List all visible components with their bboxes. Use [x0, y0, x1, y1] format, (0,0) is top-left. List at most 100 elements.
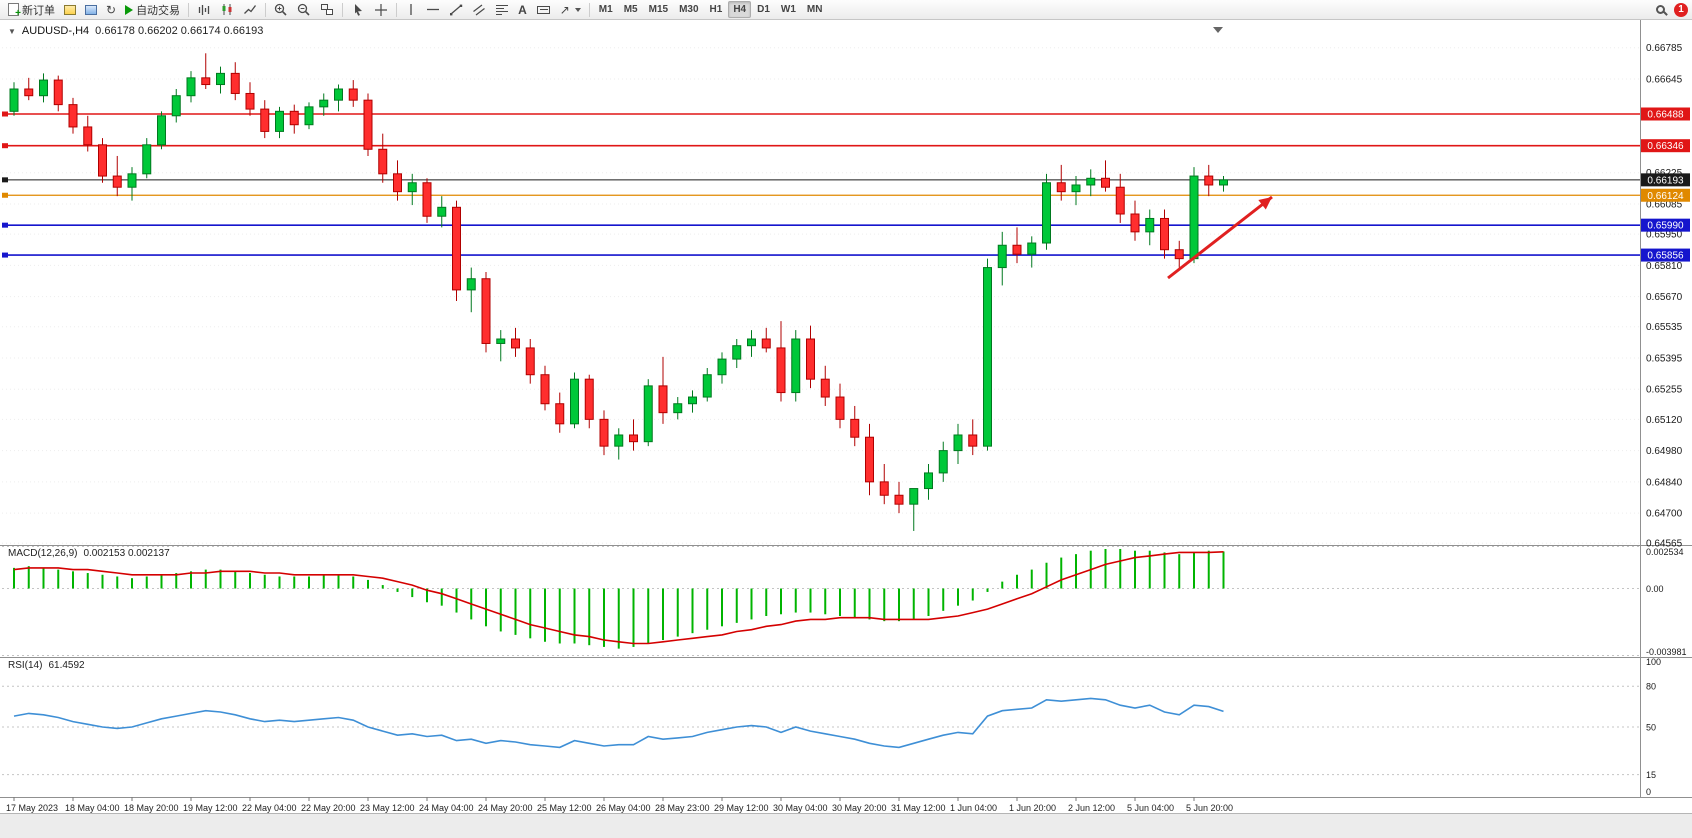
zoom-in-button[interactable]: [270, 1, 292, 18]
notification-badge[interactable]: 1: [1674, 2, 1688, 17]
svg-text:80: 80: [1646, 682, 1656, 692]
timeframe-h1-button[interactable]: H1: [705, 1, 728, 18]
vertical-line-tool-button[interactable]: [401, 1, 421, 18]
macd-header: MACD(12,26,9) 0.002153 0.002137: [8, 548, 170, 559]
timeframe-mn-button[interactable]: MN: [802, 1, 828, 18]
text-tool-button[interactable]: A: [514, 1, 531, 18]
tile-windows-button[interactable]: [316, 1, 338, 18]
symbol-expand-icon[interactable]: ▼: [8, 26, 16, 36]
new-order-button[interactable]: 新订单: [4, 1, 59, 19]
new-chart-button[interactable]: [60, 1, 80, 18]
trendline-tool-button[interactable]: [445, 1, 467, 18]
timeframe-d1-button[interactable]: D1: [752, 1, 775, 18]
arrows-tool-button[interactable]: ↗: [556, 1, 585, 18]
svg-text:24 May 20:00: 24 May 20:00: [478, 803, 533, 813]
text-label-icon: [536, 6, 550, 14]
svg-text:100: 100: [1646, 657, 1661, 667]
timeframe-h4-button[interactable]: H4: [728, 1, 752, 18]
svg-text:0.002534: 0.002534: [1646, 547, 1684, 557]
market-watch-icon: [85, 4, 97, 15]
bar-chart-icon: [198, 5, 210, 15]
text-tool-icon: A: [518, 2, 527, 17]
fibonacci-icon: [496, 4, 509, 16]
svg-text:0.66193: 0.66193: [1647, 175, 1684, 186]
macd-values: 0.002153 0.002137: [83, 548, 170, 559]
svg-text:24 May 04:00: 24 May 04:00: [419, 803, 474, 813]
line-chart-button[interactable]: [239, 1, 261, 18]
rsi-title: RSI(14): [8, 660, 43, 671]
market-watch-button[interactable]: [81, 1, 101, 18]
toolbar-separator: [265, 2, 267, 17]
svg-text:5 Jun 20:00: 5 Jun 20:00: [1186, 803, 1233, 813]
new-order-icon: [8, 3, 21, 19]
toolbar-separator: [396, 2, 398, 17]
svg-text:0.65255: 0.65255: [1646, 385, 1683, 396]
svg-text:0.65395: 0.65395: [1646, 353, 1683, 364]
svg-text:1 Jun 04:00: 1 Jun 04:00: [950, 803, 997, 813]
timeframe-m30-button[interactable]: M30: [674, 1, 703, 18]
svg-text:0.65990: 0.65990: [1647, 221, 1684, 232]
svg-text:15: 15: [1646, 770, 1656, 780]
timeframe-m15-button[interactable]: M15: [644, 1, 673, 18]
timeframe-m1-button[interactable]: M1: [594, 1, 618, 18]
trendline-icon: [450, 4, 463, 16]
cursor-button[interactable]: [347, 1, 369, 18]
symbol-title: AUDUSD-,H4: [21, 25, 90, 37]
symbol-header: ▼ AUDUSD-,H4 0.66178 0.66202 0.66174 0.6…: [8, 25, 263, 37]
candlestick-chart-button[interactable]: [216, 1, 238, 18]
svg-text:0.65810: 0.65810: [1646, 261, 1683, 272]
svg-text:19 May 12:00: 19 May 12:00: [183, 803, 238, 813]
svg-text:0.65856: 0.65856: [1647, 251, 1684, 262]
svg-text:0.65535: 0.65535: [1646, 322, 1683, 333]
svg-text:18 May 04:00: 18 May 04:00: [65, 803, 120, 813]
candlestick-chart-icon: [222, 4, 232, 15]
svg-text:0.66645: 0.66645: [1646, 74, 1683, 85]
bar-chart-button[interactable]: [193, 1, 215, 18]
fibonacci-tool-button[interactable]: [491, 1, 513, 18]
rsi-header: RSI(14) 61.4592: [8, 660, 85, 671]
vertical-line-icon: [410, 4, 412, 15]
svg-text:1 Jun 20:00: 1 Jun 20:00: [1009, 803, 1056, 813]
horizontal-line-tool-button[interactable]: [422, 1, 444, 18]
svg-text:0.65950: 0.65950: [1646, 230, 1683, 241]
toolbar-separator: [342, 2, 344, 17]
crosshair-icon: [375, 3, 388, 16]
svg-text:30 May 04:00: 30 May 04:00: [773, 803, 828, 813]
zoom-in-icon: [274, 3, 287, 16]
svg-text:0.66124: 0.66124: [1647, 191, 1684, 202]
svg-text:0.00: 0.00: [1646, 584, 1664, 594]
svg-text:30 May 20:00: 30 May 20:00: [832, 803, 887, 813]
svg-text:0.66085: 0.66085: [1646, 199, 1683, 210]
cursor-icon: [355, 3, 363, 16]
new-order-label: 新订单: [22, 4, 55, 17]
svg-text:0.65670: 0.65670: [1646, 292, 1683, 303]
arrow-tool-icon: ↗: [559, 2, 570, 17]
line-chart-icon: [244, 5, 257, 14]
timeframe-m5-button[interactable]: M5: [619, 1, 643, 18]
auto-trading-button[interactable]: 自动交易: [121, 1, 184, 18]
toolbar: 新订单 ↻ 自动交易: [0, 0, 1692, 20]
svg-text:18 May 20:00: 18 May 20:00: [124, 803, 179, 813]
channel-icon: [473, 4, 485, 16]
svg-text:23 May 12:00: 23 May 12:00: [360, 803, 415, 813]
search-button[interactable]: [1652, 1, 1669, 18]
svg-text:0: 0: [1646, 787, 1651, 797]
svg-text:50: 50: [1646, 723, 1656, 733]
timeframe-w1-button[interactable]: W1: [776, 1, 801, 18]
auto-trading-icon: [125, 4, 134, 15]
svg-text:0.66785: 0.66785: [1646, 43, 1683, 54]
refresh-button[interactable]: ↻: [102, 1, 120, 18]
crosshair-button[interactable]: [370, 1, 392, 18]
price-chart[interactable]: 0.667850.666450.662250.660850.659500.658…: [0, 20, 1692, 838]
svg-text:22 May 20:00: 22 May 20:00: [301, 803, 356, 813]
chevron-down-icon: [574, 7, 581, 12]
toolbar-separator: [188, 2, 190, 17]
svg-text:0.64980: 0.64980: [1646, 446, 1683, 457]
text-label-tool-button[interactable]: [532, 1, 555, 18]
svg-text:-0.003981: -0.003981: [1646, 647, 1687, 657]
svg-text:2 Jun 12:00: 2 Jun 12:00: [1068, 803, 1115, 813]
search-icon: [1656, 5, 1665, 14]
zoom-out-button[interactable]: [293, 1, 315, 18]
channel-tool-button[interactable]: [468, 1, 490, 18]
